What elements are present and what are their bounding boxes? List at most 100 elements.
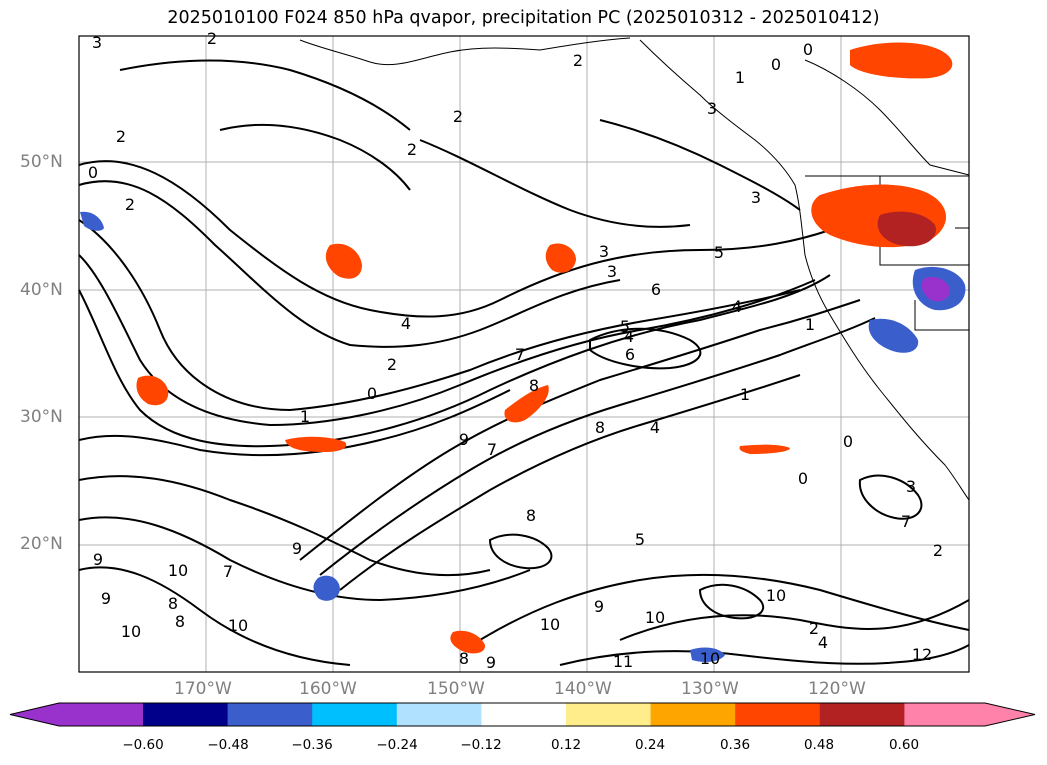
- colorbar-segment: [819, 703, 905, 726]
- colorbar-segment: [143, 703, 229, 726]
- colorbar-tick: −0.12: [460, 737, 502, 753]
- lon-label-130w: 130°W: [681, 679, 739, 699]
- contour-label: 8: [595, 418, 605, 437]
- contour-label: 9: [292, 539, 302, 558]
- contour-label: 0: [843, 432, 853, 451]
- contour-label: 1: [805, 315, 815, 334]
- contour-label: 9: [101, 589, 111, 608]
- lat-label-20n: 20°N: [20, 534, 63, 554]
- colorbar: [9, 702, 1036, 727]
- contour-label: 0: [367, 384, 377, 403]
- colorbar-segment: [227, 703, 313, 726]
- colorbar-segment: [566, 703, 652, 726]
- contour-label: 7: [515, 345, 525, 364]
- lat-label-50n: 50°N: [20, 152, 63, 172]
- contour-label: 7: [901, 512, 911, 531]
- contour-label: 3: [599, 242, 609, 261]
- contour-label: 6: [651, 280, 661, 299]
- contour-label: 10: [700, 649, 720, 668]
- lon-label-120w: 120°W: [808, 679, 866, 699]
- contour-label: 9: [459, 430, 469, 449]
- contour-label: 7: [223, 562, 233, 581]
- contour-label: 3: [92, 33, 102, 52]
- colorbar-tick: −0.24: [376, 737, 418, 753]
- contour-label: 10: [645, 608, 665, 627]
- contour-label: 10: [168, 561, 188, 580]
- contour-label: 10: [121, 622, 141, 641]
- lon-label-160w: 160°W: [299, 679, 357, 699]
- colorbar-tick: 0.12: [550, 737, 582, 753]
- contour-label: 3: [707, 99, 717, 118]
- contour-label: 4: [650, 418, 660, 437]
- contour-label: 4: [732, 297, 742, 316]
- lon-label-150w: 150°W: [427, 679, 485, 699]
- contour-label: 8: [529, 376, 539, 395]
- colorbar-segment: [312, 703, 398, 726]
- colorbar-extend-min: [10, 703, 143, 726]
- contour-label: 1: [740, 385, 750, 404]
- contour-label: 10: [228, 616, 248, 635]
- contour-label: 2: [125, 195, 135, 214]
- contour-label: 4: [401, 314, 411, 333]
- coastline: [299, 37, 970, 501]
- colorbar-tick: −0.48: [207, 737, 249, 753]
- colorbar-tick: −0.36: [291, 737, 333, 753]
- colorbar-segment: [396, 703, 482, 726]
- lat-label-30n: 30°N: [20, 407, 63, 427]
- colorbar-tick: 0.36: [719, 737, 751, 753]
- contour-label: 12: [912, 645, 932, 664]
- contour-label: 3: [751, 188, 761, 207]
- contour-label: 0: [803, 40, 813, 59]
- qvapor-contours: [78, 59, 970, 666]
- contour-label: 5: [620, 317, 630, 336]
- colorbar-tick: −0.60: [122, 737, 164, 753]
- contour-label: 2: [809, 619, 819, 638]
- colorbar-segment: [481, 703, 567, 726]
- contour-label: 2: [573, 51, 583, 70]
- contour-label: 9: [93, 550, 103, 569]
- contour-label: 3: [906, 477, 916, 496]
- contour-label: 2: [407, 140, 417, 159]
- map-frame: [78, 35, 970, 673]
- contour-label: 8: [459, 649, 469, 668]
- colorbar-segment: [735, 703, 821, 726]
- contour-label: 6: [625, 345, 635, 364]
- colorbar-extend-max: [904, 703, 1035, 726]
- colorbar-tick: 0.60: [888, 737, 920, 753]
- contour-label: 2: [933, 541, 943, 560]
- contour-label: 5: [714, 243, 724, 262]
- contour-label: 1: [300, 407, 310, 426]
- contour-label: 10: [766, 586, 786, 605]
- contour-label: 2: [387, 355, 397, 374]
- contour-label: 7: [487, 440, 497, 459]
- map-frame-bg: [79, 36, 969, 672]
- contour-label: 5: [635, 530, 645, 549]
- lon-label-140w: 140°W: [554, 679, 612, 699]
- colorbar-segment: [650, 703, 736, 726]
- contour-label: 9: [486, 653, 496, 672]
- contour-label: 8: [526, 506, 536, 525]
- contour-label: 8: [175, 612, 185, 631]
- map-title: 2025010100 F024 850 hPa qvapor, precipit…: [167, 8, 880, 28]
- contour-label: 11: [613, 652, 633, 671]
- contour-label: 0: [798, 469, 808, 488]
- contour-label: 8: [168, 594, 178, 613]
- colorbar-tick: 0.48: [803, 737, 835, 753]
- contour-label: 3: [607, 262, 617, 281]
- contour-label: 1: [735, 68, 745, 87]
- lon-label-170w: 170°W: [174, 679, 232, 699]
- contour-label: 4: [818, 633, 828, 652]
- contour-label: 0: [88, 163, 98, 182]
- contour-label: 10: [540, 615, 560, 634]
- contour-label: 2: [116, 127, 126, 146]
- lat-label-40n: 40°N: [20, 280, 63, 300]
- contour-label: 0: [771, 55, 781, 74]
- contour-label: 2: [207, 29, 217, 48]
- contour-label: 2: [453, 107, 463, 126]
- colorbar-outline: [9, 702, 1036, 727]
- colorbar-tick: 0.24: [634, 737, 666, 753]
- precip-pc-shading: [80, 42, 966, 663]
- contour-label: 4: [624, 327, 634, 346]
